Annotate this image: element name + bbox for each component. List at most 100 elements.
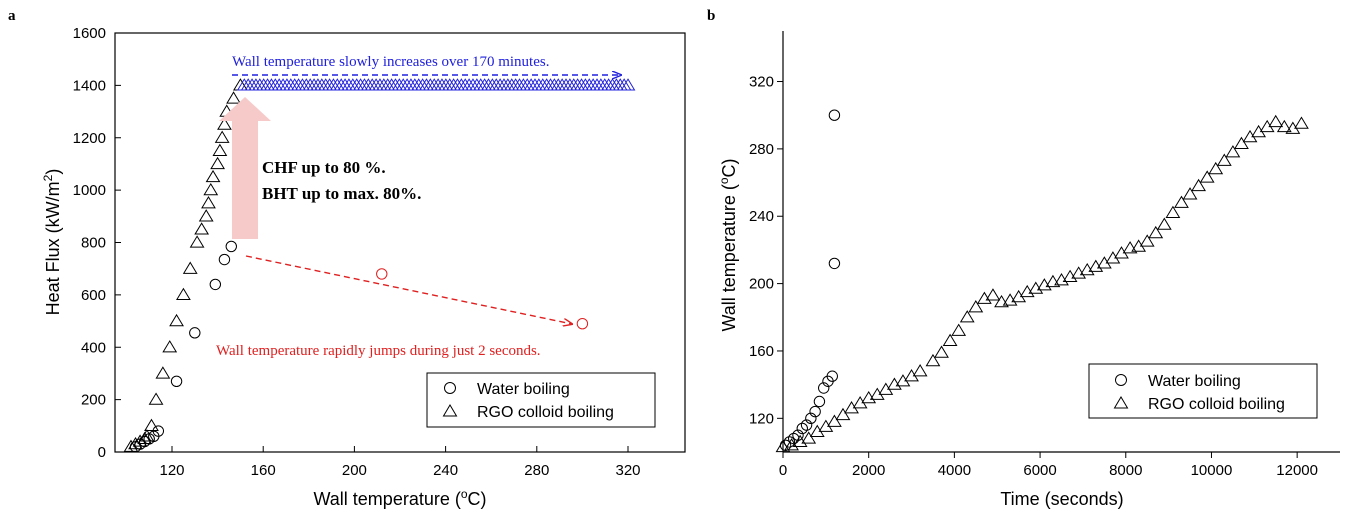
annotation-up-arrow — [219, 97, 271, 239]
y-tick-label: 600 — [81, 287, 106, 304]
y-tick-label: 1000 — [73, 182, 106, 199]
rgo-boiling-point — [887, 377, 902, 390]
rgo-boiling-point — [942, 333, 958, 347]
water-boiling-point — [800, 419, 813, 431]
panel-b-legend: Water boiling RGO colloid boiling — [1088, 363, 1318, 419]
x-tick-label: 200 — [342, 462, 367, 479]
panel-a-x-axis-title: Wall temperature (oC) — [313, 487, 486, 509]
water-boiling-point — [576, 317, 589, 330]
y-tick-label: 400 — [81, 339, 106, 356]
annotation-slow-increase: Wall temperature slowly increases over 1… — [232, 54, 549, 70]
rgo-boiling-point — [201, 196, 216, 209]
annotation-bht: BHT up to max. 80%. — [262, 184, 421, 203]
panel-a-legend: Water boiling RGO colloid boiling — [426, 372, 656, 428]
legend-circle-icon — [444, 382, 456, 394]
panel-a-legend-box — [426, 372, 656, 428]
rgo-boiling-point — [1174, 195, 1189, 208]
rgo-boiling-point — [162, 340, 178, 353]
water-boiling-point — [218, 253, 231, 266]
rgo-boiling-point — [1165, 205, 1181, 219]
rgo-boiling-point — [205, 169, 221, 183]
rgo-boiling-point — [212, 143, 228, 156]
rgo-boiling-point — [1122, 241, 1138, 254]
rgo-boiling-point — [934, 345, 949, 358]
x-tick-label: 4000 — [938, 462, 971, 479]
y-tick-label: 120 — [749, 410, 774, 427]
x-tick-label: 160 — [251, 462, 276, 479]
panel-a-ticks: 120 160 200 240 280 320 0 200 400 600 800 1000 1200 1… — [73, 25, 641, 479]
water-boiling-point — [828, 257, 841, 270]
rgo-boiling-point — [1156, 217, 1172, 230]
rgo-boiling-point — [976, 291, 992, 304]
rgo-boiling-point — [1268, 114, 1284, 128]
y-tick-label: 320 — [749, 74, 774, 91]
rgo-boiling-point — [203, 182, 219, 196]
water-boiling-point — [792, 429, 804, 441]
y-tick-label: 800 — [81, 235, 106, 252]
rgo-boiling-point — [959, 310, 975, 323]
rgo-boiling-point — [1234, 136, 1249, 149]
rgo-boiling-point — [169, 313, 184, 327]
legend-water-boiling: Water boiling — [477, 381, 570, 398]
water-boiling-point — [376, 268, 388, 280]
rgo-boiling-point — [1216, 153, 1232, 166]
rgo-boiling-point — [182, 261, 198, 274]
rgo-boiling-point — [801, 431, 817, 444]
rgo-boiling-point — [1182, 187, 1198, 200]
rgo-boiling-point — [912, 363, 928, 377]
y-tick-label: 200 — [749, 276, 774, 293]
x-tick-label: 120 — [159, 462, 184, 479]
water-boiling-point — [809, 405, 821, 418]
panel-b-legend-box — [1088, 363, 1318, 419]
legend-triangle-icon — [1113, 396, 1129, 409]
rgo-boiling-point — [985, 288, 1001, 301]
rgo-boiling-point — [951, 323, 967, 336]
y-tick-label: 160 — [749, 343, 774, 360]
x-tick-label: 280 — [524, 462, 549, 479]
rgo-boiling-point — [139, 429, 155, 442]
water-boiling-point — [818, 382, 830, 394]
water-boiling-point — [796, 422, 808, 435]
rgo-boiling-point — [1294, 116, 1309, 129]
x-tick-label: 12000 — [1276, 462, 1318, 479]
rgo-boiling-point — [189, 235, 205, 248]
y-tick-label: 1400 — [73, 77, 106, 94]
rgo-boiling-point — [155, 366, 171, 379]
x-tick-label: 240 — [433, 462, 458, 479]
rgo-boiling-point — [1199, 170, 1215, 183]
rgo-boiling-point — [210, 156, 225, 170]
panel-a-annotation-top: Wall temperature slowly increases over 1… — [232, 54, 621, 75]
x-tick-label: 0 — [779, 462, 787, 479]
water-boiling-point — [813, 395, 826, 408]
y-tick-label: 1600 — [73, 25, 106, 42]
panel-b-data-marks — [775, 109, 1309, 453]
legend-rgo-colloid-boiling: RGO colloid boiling — [477, 404, 614, 421]
x-tick-label: 2000 — [852, 462, 885, 479]
panel-b-chart: b 0 2000 4000 6000 8000 10000 12000 120 160 200 24… — [707, 8, 1340, 509]
water-boiling-point — [170, 375, 183, 387]
rgo-boiling-point — [994, 294, 1009, 308]
rgo-boiling-point — [176, 287, 191, 301]
x-tick-label: 8000 — [1109, 462, 1142, 479]
y-tick-label: 240 — [749, 208, 774, 225]
water-boiling-point — [152, 425, 165, 437]
x-tick-label: 6000 — [1023, 462, 1056, 479]
x-tick-label: 320 — [615, 462, 640, 479]
rgo-boiling-point — [968, 300, 984, 313]
y-tick-label: 280 — [749, 141, 774, 158]
rgo-boiling-point — [1276, 119, 1292, 133]
rgo-boiling-point — [214, 130, 230, 143]
y-tick-label: 1200 — [73, 130, 106, 147]
water-boiling-point — [826, 370, 838, 382]
rgo-boiling-point — [1148, 225, 1164, 239]
annotation-rapid-jump: Wall temperature rapidly jumps during ju… — [216, 343, 541, 359]
rgo-boiling-point — [1225, 145, 1241, 158]
legend-triangle-icon — [442, 404, 458, 417]
panel-label-a: a — [8, 8, 16, 24]
rgo-boiling-point — [144, 418, 159, 431]
rgo-boiling-point — [827, 414, 842, 427]
rgo-boiling-point — [198, 209, 214, 222]
annotation-chf: CHF up to 80 %. — [262, 158, 386, 177]
water-boiling-point — [805, 412, 817, 425]
panel-a-data-marks — [123, 78, 636, 453]
